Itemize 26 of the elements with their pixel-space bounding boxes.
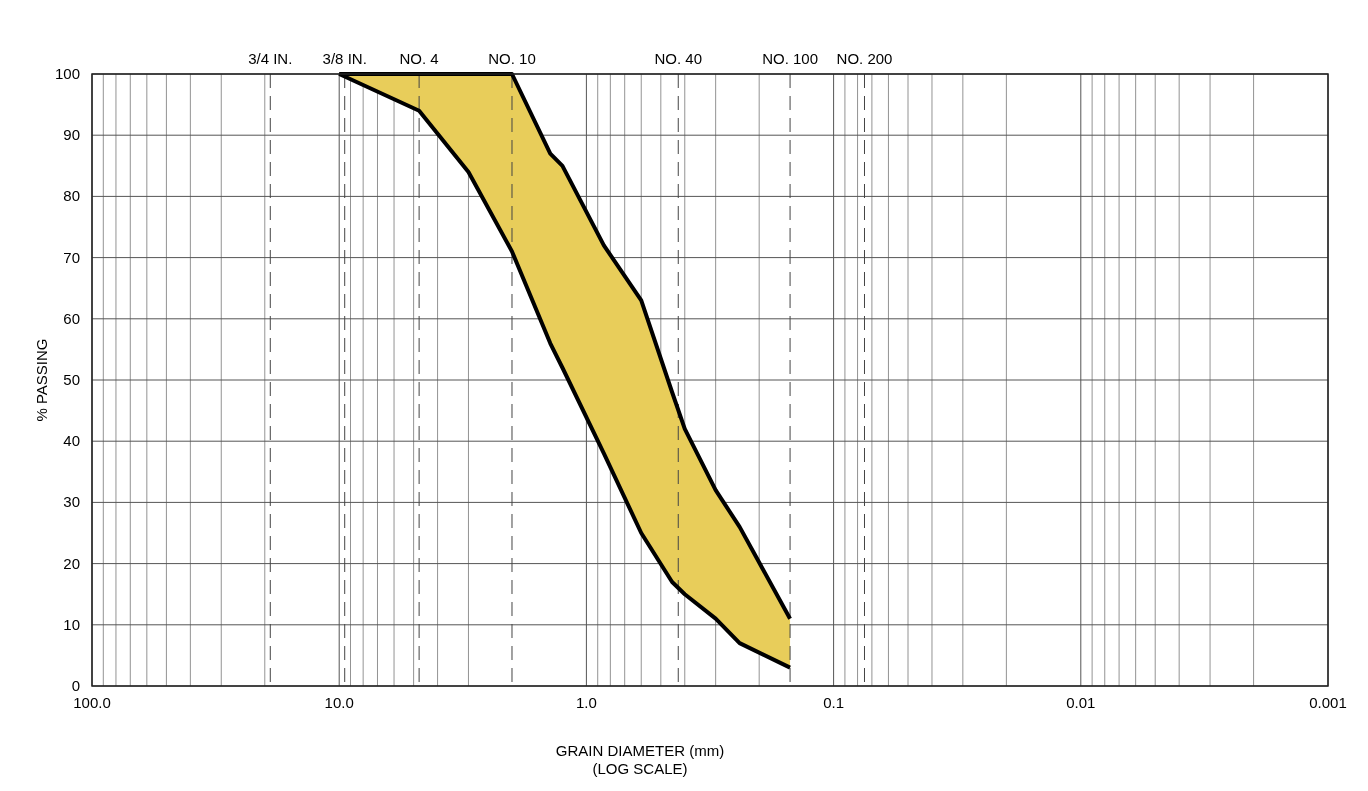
- y-tick-label: 70: [63, 248, 80, 266]
- y-tick-label: 90: [63, 126, 80, 144]
- ref-line-label: 3/4 IN.: [248, 50, 293, 67]
- y-axis-title: % PASSING: [33, 338, 50, 422]
- ref-line-label: NO. 4: [399, 50, 439, 67]
- y-tick-label: 60: [63, 309, 80, 327]
- x-axis-title: GRAIN DIAMETER (mm) (LOG SCALE): [555, 742, 725, 777]
- ref-line-label: NO. 10: [488, 50, 536, 67]
- y-tick-label: 20: [63, 554, 80, 572]
- y-tick-label: 50: [63, 371, 80, 388]
- ref-line-label: NO. 200: [836, 50, 893, 67]
- y-tick-label: 80: [63, 187, 80, 205]
- y-tick-label: 30: [63, 493, 80, 511]
- ref-line-label: NO. 100: [762, 50, 819, 67]
- x-tick-label: 0.1: [823, 694, 845, 711]
- x-tick-label: 10.0: [324, 694, 354, 711]
- y-tick-label: 10: [63, 615, 80, 633]
- x-tick-label: 0.001: [1309, 694, 1347, 711]
- x-tick-label: 100.0: [73, 694, 111, 711]
- y-tick-label: 100: [54, 65, 80, 82]
- y-tick-label: 0: [71, 677, 80, 694]
- x-tick-label: 1.0: [575, 694, 597, 711]
- x-tick-label: 0.01: [1066, 694, 1096, 711]
- ref-line-label: NO. 40: [654, 50, 703, 67]
- y-tick-label: 40: [63, 432, 80, 450]
- ref-line-label: 3/8 IN.: [322, 50, 367, 67]
